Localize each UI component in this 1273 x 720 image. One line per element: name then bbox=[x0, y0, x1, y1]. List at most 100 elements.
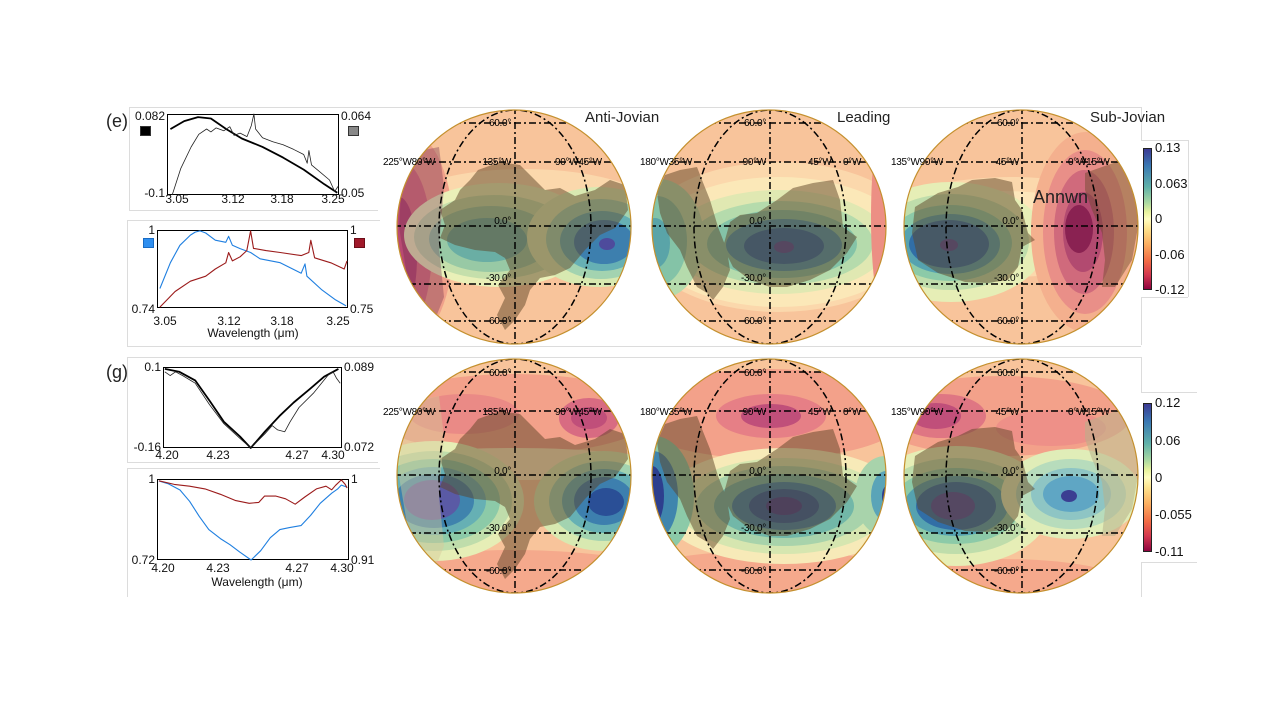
lat-label: 60.0° bbox=[744, 118, 766, 129]
frame-line bbox=[127, 220, 128, 346]
x-axis-label: Wavelength (μm) bbox=[207, 326, 299, 340]
globe-outline bbox=[651, 109, 887, 345]
colorbar-tick: -0.06 bbox=[1155, 247, 1185, 262]
lat-label: -60.0° bbox=[486, 316, 511, 327]
plot-area bbox=[163, 367, 342, 449]
frame-line bbox=[129, 107, 130, 210]
lat-label: 60.0° bbox=[997, 118, 1019, 129]
contour-layer bbox=[904, 359, 1138, 593]
lon-label: 90°W45°W bbox=[555, 407, 602, 418]
globe-map-e-leading bbox=[651, 109, 887, 345]
panel-label-g: (g) bbox=[106, 362, 128, 382]
x-tick: 3.25 bbox=[321, 192, 345, 206]
lat-label: 60.0° bbox=[489, 368, 511, 379]
y-right-min: 0.05 bbox=[341, 186, 365, 200]
x-tick: 4.27 bbox=[285, 561, 309, 575]
x-tick: 3.18 bbox=[270, 192, 294, 206]
lat-label: -60.0° bbox=[486, 566, 511, 577]
plot-area bbox=[157, 230, 348, 308]
lon-label: 90°W bbox=[742, 407, 767, 418]
lon-label: 0°W15°W bbox=[1068, 157, 1110, 168]
plot-frame bbox=[167, 114, 339, 195]
x-tick: 3.25 bbox=[326, 314, 350, 328]
y-left-min: 0.72 bbox=[131, 553, 155, 567]
legend-swatch-red bbox=[354, 238, 365, 248]
contour-layer bbox=[397, 359, 631, 593]
globe-map-e-anti-jovian bbox=[396, 109, 632, 345]
lat-label: 60.0° bbox=[744, 368, 766, 379]
frame-line bbox=[1141, 392, 1197, 393]
frame-line bbox=[1141, 297, 1142, 345]
lat-label: 60.0° bbox=[997, 368, 1019, 379]
lon-label: 45°W bbox=[995, 157, 1020, 168]
lat-label: -60.0° bbox=[994, 316, 1019, 327]
x-tick: 4.30 bbox=[321, 448, 345, 462]
lat-label: -60.0° bbox=[741, 566, 766, 577]
plot-frame bbox=[157, 479, 349, 560]
frame-line bbox=[1141, 562, 1142, 597]
series-line bbox=[169, 116, 338, 194]
y-right-min: 0.75 bbox=[350, 302, 374, 316]
y-right-min: 0.072 bbox=[344, 440, 375, 454]
lon-label: 135°W bbox=[482, 157, 511, 168]
lat-label: -30.0° bbox=[741, 523, 766, 534]
colorbar-tick: -0.055 bbox=[1155, 507, 1192, 522]
x-tick: 4.20 bbox=[155, 448, 179, 462]
y-right-max: 0.089 bbox=[344, 360, 375, 374]
frame-line bbox=[1141, 297, 1188, 298]
lat-label: -30.0° bbox=[994, 273, 1019, 284]
x-tick: 3.05 bbox=[153, 314, 177, 328]
lon-label: 0°W15°W bbox=[1068, 407, 1110, 418]
lon-label: 90°W bbox=[742, 157, 767, 168]
lat-label: -30.0° bbox=[486, 523, 511, 534]
y-right-max: 0.064 bbox=[341, 109, 372, 123]
y-left-min: -0.16 bbox=[133, 440, 161, 454]
lat-label: -30.0° bbox=[486, 273, 511, 284]
lat-label: -30.0° bbox=[741, 273, 766, 284]
colorbar-tick: -0.11 bbox=[1155, 544, 1184, 559]
lon-label: 45°W bbox=[808, 157, 832, 168]
frame-line bbox=[1141, 357, 1142, 392]
lon-label: 225°W80°W bbox=[383, 407, 435, 418]
lat-label: 0.0° bbox=[749, 216, 766, 227]
globe-map-g-leading bbox=[651, 358, 887, 594]
lon-label: 0°W bbox=[843, 407, 862, 418]
frame-line bbox=[1141, 562, 1197, 563]
lon-label: 0°W bbox=[843, 157, 862, 168]
frame-line bbox=[129, 210, 378, 211]
x-tick: 4.23 bbox=[206, 561, 230, 575]
y-right-max: 1 bbox=[350, 223, 357, 237]
colorbar-tick: 0.13 bbox=[1155, 140, 1181, 155]
lon-label: 180°W35°W bbox=[640, 157, 692, 168]
x-tick: 3.05 bbox=[165, 192, 189, 206]
lon-label: 135°W90°W bbox=[891, 407, 943, 418]
annwn-annotation: Annwn bbox=[1033, 187, 1089, 207]
colorbar-tick: 0.063 bbox=[1155, 176, 1188, 191]
series-line bbox=[159, 230, 347, 307]
contour-layer bbox=[904, 110, 1138, 344]
y-left-max: 0.082 bbox=[134, 109, 165, 123]
contour-layer bbox=[652, 110, 886, 344]
frame-line bbox=[1188, 140, 1189, 297]
x-tick: 3.18 bbox=[270, 314, 294, 328]
globe-map-g-sub-jovian bbox=[903, 358, 1139, 594]
frame-line bbox=[1141, 140, 1188, 141]
y-right-min: 0.91 bbox=[351, 553, 375, 567]
frame-line bbox=[127, 468, 380, 469]
lat-label: 0.0° bbox=[494, 466, 511, 477]
lon-label: 135°W90°W bbox=[891, 157, 943, 168]
globe-outline bbox=[396, 358, 632, 594]
series-line bbox=[158, 479, 348, 505]
series-line bbox=[171, 113, 339, 196]
colorbar-tick: 0.06 bbox=[1155, 433, 1181, 448]
x-tick: 4.20 bbox=[151, 561, 175, 575]
x-tick: 3.12 bbox=[217, 314, 241, 328]
y-right-max: 1 bbox=[351, 472, 358, 486]
globe-outline bbox=[903, 358, 1139, 594]
colorbar-tick: 0 bbox=[1155, 211, 1163, 226]
lon-label: 180°W35°W bbox=[640, 407, 692, 418]
legend-swatch-blue bbox=[143, 238, 154, 248]
frame-line bbox=[127, 357, 1141, 358]
y-left-max: 1 bbox=[148, 223, 155, 237]
x-tick: 3.12 bbox=[221, 192, 245, 206]
